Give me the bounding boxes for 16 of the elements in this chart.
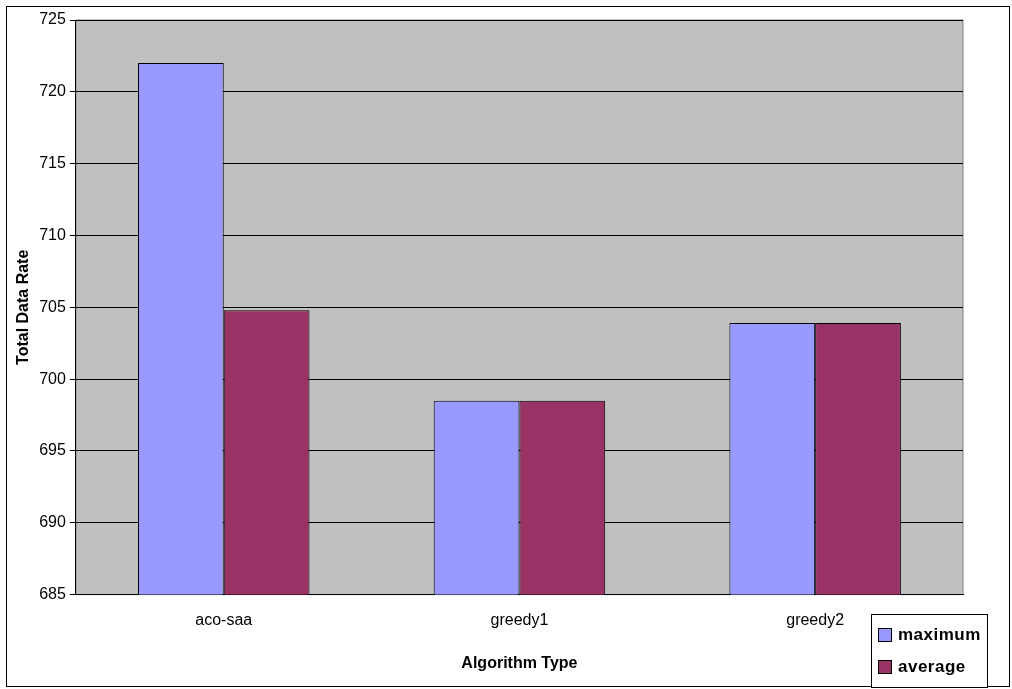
y-tick-label: 725	[39, 10, 66, 28]
x-axis-title: Algorithm Type	[461, 653, 578, 671]
y-tick-label: 690	[39, 513, 66, 531]
y-tick-label: 715	[39, 154, 66, 172]
y-tick-label: 695	[39, 441, 66, 459]
y-tick-label: 705	[39, 297, 66, 315]
y-axis-title: Total Data Rate	[14, 249, 32, 365]
y-tick-label: 685	[39, 585, 66, 603]
legend-label: average	[898, 657, 966, 677]
x-tick-label: greedy1	[490, 610, 549, 628]
x-tick-label: aco-saa	[195, 610, 253, 628]
legend-label: maximum	[898, 625, 981, 645]
y-tick-label: 700	[39, 369, 66, 387]
x-tick-label: greedy2	[786, 610, 845, 628]
y-tick-label: 710	[39, 225, 66, 243]
y-tick-label: 720	[39, 82, 66, 100]
